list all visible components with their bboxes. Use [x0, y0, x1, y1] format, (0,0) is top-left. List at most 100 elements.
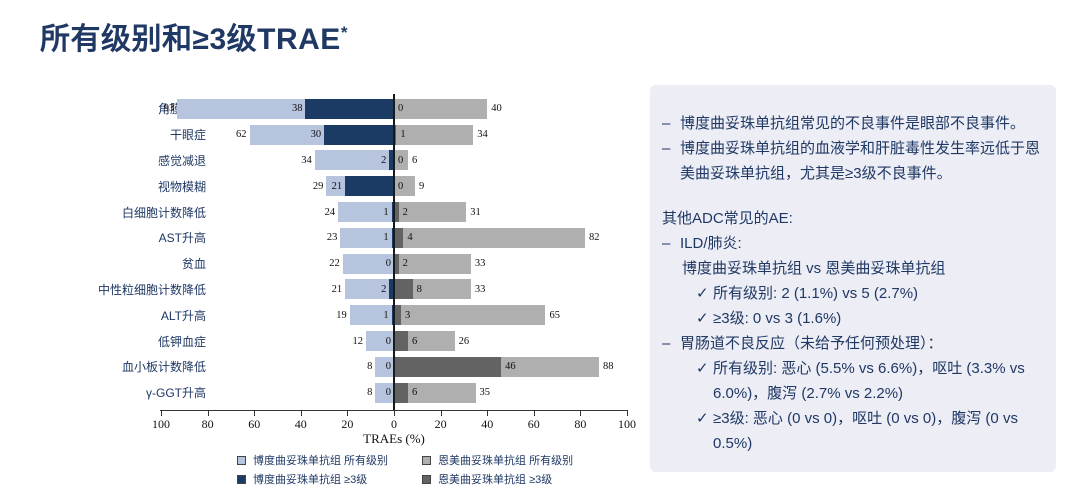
legend-swatch-icon [422, 455, 432, 465]
value-label-left-grade3plus: 1 [383, 309, 389, 321]
bar-left-all-grade [349, 305, 394, 326]
legend-label: 恩美曲妥珠单抗组 所有级别 [438, 455, 574, 467]
value-label-left-all-grade: 24 [324, 206, 336, 218]
bar-right-all-grade [394, 279, 471, 300]
value-label-right-grade3plus: 2 [402, 206, 408, 218]
category-label: 血小板计数降低 [121, 360, 206, 375]
bar-right-grade3plus [394, 305, 401, 326]
bar-left-grade3plus [345, 176, 394, 197]
bar-right-grade3plus [394, 356, 502, 377]
bar-left-grade3plus [391, 305, 394, 326]
bar-left-grade3plus [391, 202, 394, 223]
bar-right-all-grade [394, 98, 488, 119]
x-axis-tick [580, 410, 582, 416]
bar-left-all-grade [366, 331, 394, 352]
value-label-right-all-grade: 31 [470, 206, 481, 218]
value-label-left-all-grade: 23 [326, 232, 338, 244]
value-label-right-grade3plus: 0 [398, 154, 404, 166]
category-label: ALT升高 [160, 308, 206, 323]
value-label-left-grade3plus: 0 [385, 335, 391, 347]
bar-right-grade3plus [394, 331, 408, 352]
legend-column: 恩美曲妥珠单抗组 所有级别 恩美曲妥珠单抗组 ≥3级 [422, 452, 573, 487]
chart-row: 角膜疾病9338040 [0, 96, 660, 122]
x-axis-tick [440, 410, 442, 416]
legend-label: 恩美曲妥珠单抗组 ≥3级 [438, 474, 553, 486]
chart-row: 贫血 22 0 2 33 [0, 251, 660, 277]
bar-right-grade3plus [394, 202, 399, 223]
check-icon: ✓ [696, 285, 709, 302]
note-text: 所有级别: 2 (1.1%) vs 5 (2.7%) [713, 285, 919, 302]
dash-bullet-icon: – [662, 115, 671, 132]
bar-right-all-grade [394, 124, 474, 145]
value-label-right-all-grade: 26 [458, 335, 470, 347]
legend-item: 恩美曲妥珠单抗组 ≥3级 [422, 471, 573, 487]
bar-left-all-grade [342, 253, 394, 274]
value-label-right-grade3plus: 2 [402, 258, 408, 270]
bar-left-all-grade [340, 227, 394, 248]
note-text: 其他ADC常见的AE: [662, 210, 793, 227]
x-axis-title: TRAEs (%) [363, 431, 425, 446]
value-label-right-all-grade: 82 [589, 232, 600, 244]
x-axis-tick-label: 60 [248, 417, 261, 431]
value-label-right-grade3plus: 4 [407, 232, 413, 244]
x-axis-tick-label: 100 [618, 417, 636, 431]
bar-left-all-grade [375, 382, 394, 403]
check-icon: ✓ [696, 310, 709, 327]
legend-swatch-icon [237, 474, 246, 484]
bar-right-all-grade [394, 150, 408, 171]
category-label: 贫血 [181, 257, 206, 272]
category-label: AST升高 [158, 231, 206, 246]
value-label-right-grade3plus: 0 [398, 180, 404, 192]
title-asterisk: * [340, 23, 348, 42]
note-text: 胃肠道不良反应（未给予任何预处理）： [680, 335, 943, 352]
value-label-left-grade3plus: 0 [385, 361, 391, 373]
bar-right-all-grade [394, 253, 471, 274]
bar-left-grade3plus [389, 150, 394, 171]
value-label-right-all-grade: 6 [411, 154, 418, 166]
note-line: ✓ ≥3级: 恶心 (0 vs 0)，呕吐 (0 vs 0)，腹泻 (0 vs 0… [696, 406, 1047, 456]
category-label: 感觉减退 [157, 153, 206, 168]
bar-right-all-grade [394, 202, 467, 223]
x-axis-tick-label: 20 [341, 417, 354, 431]
x-axis-tick-label: 80 [574, 417, 587, 431]
legend-column: 博度曲妥珠单抗组 所有级别 博度曲妥珠单抗组 ≥3级 [237, 452, 388, 487]
bar-right-all-grade [394, 382, 476, 403]
chart-row: 白细胞计数降低 24 1 2 31 [0, 199, 660, 225]
value-label-left-grade3plus: 0 [385, 258, 391, 270]
value-label-right-all-grade: 33 [474, 258, 486, 270]
legend-swatch-icon [237, 455, 246, 465]
dash-bullet-icon: – [662, 140, 671, 157]
notes-panel: – 博度曲妥珠单抗组常见的不良事件是眼部不良事件。 – 博度曲妥珠单抗组的血液学和肝脏… [650, 85, 1056, 472]
note-line: ✓ ≥3级: 0 vs 3 (1.6%) [696, 306, 1047, 331]
chart-row: 视物模糊 29 21 0 9 [0, 173, 660, 199]
x-axis-tick [347, 410, 349, 416]
value-label-left-grade3plus: 38 [291, 103, 303, 115]
bar-left-all-grade [314, 150, 394, 171]
category-label: 中性粒细胞计数降低 [97, 282, 206, 297]
note-line: – 博度曲妥珠单抗组的血液学和肝脏毒性发生率远低于恩美曲妥珠单抗组，尤其是≥3级不… [662, 136, 1047, 186]
chart-row: 低钾血症 12 0 6 26 [0, 328, 660, 354]
x-axis-tick [161, 410, 162, 416]
category-label: 视物模糊 [157, 179, 206, 194]
value-label-left-all-grade: 34 [301, 154, 312, 166]
bar-right-all-grade [394, 227, 586, 248]
trae-tornado-chart: 角膜疾病9338040干眼症6230134感觉减退34206视物模糊292109… [0, 94, 660, 487]
bar-left-all-grade [338, 202, 394, 223]
bar-left-all-grade [345, 279, 394, 300]
bar-right-grade3plus [394, 124, 397, 145]
bar-right-grade3plus [394, 382, 408, 403]
value-label-left-grade3plus: 21 [331, 180, 343, 192]
chart-row: ALT升高 19 1 3 65 [0, 302, 660, 328]
value-label-left-all-grade: 12 [352, 335, 364, 347]
legend-item: 博度曲妥珠单抗组 ≥3级 [237, 471, 388, 487]
bar-left-grade3plus [389, 279, 394, 300]
value-label-right-grade3plus: 1 [400, 129, 406, 141]
value-label-right-grade3plus: 0 [398, 103, 404, 115]
bar-right-all-grade [394, 305, 546, 326]
note-line: – 胃肠道不良反应（未给予任何预处理）： [662, 331, 1047, 356]
value-label-left-all-grade: 93 [163, 103, 175, 115]
note-text: 博度曲妥珠单抗组的血液学和肝脏毒性发生率远低于恩美曲妥珠单抗组，尤其是≥3级不良… [680, 140, 1041, 182]
value-label-right-all-grade: 34 [477, 129, 488, 141]
dash-bullet-icon: – [662, 335, 671, 352]
value-label-right-grade3plus: 8 [416, 283, 422, 295]
